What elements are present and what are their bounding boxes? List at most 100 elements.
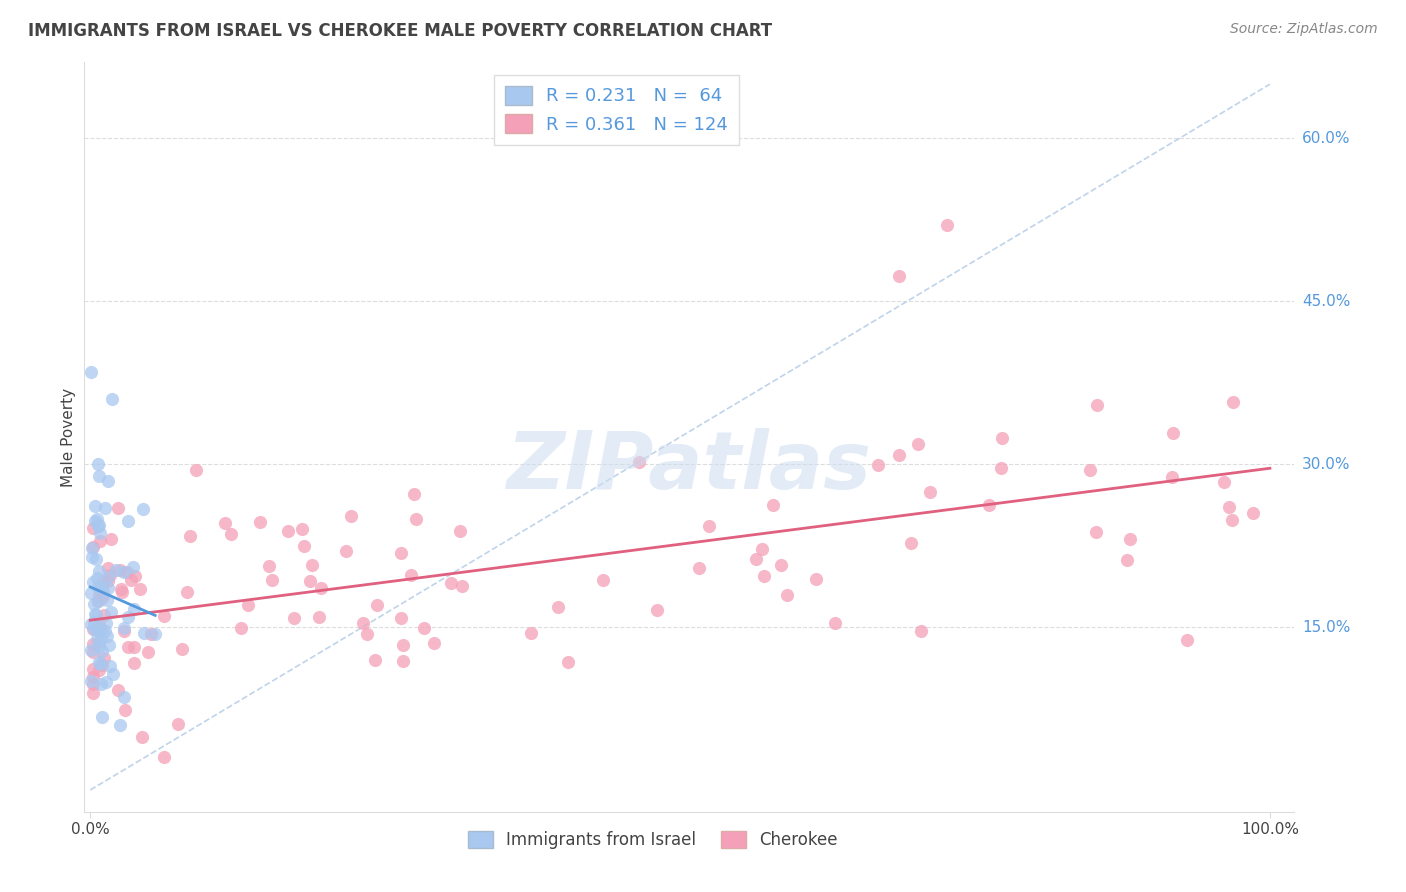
- Point: [806, 572, 828, 586]
- Point: [122, 656, 145, 670]
- Point: [301, 558, 323, 572]
- Point: [298, 574, 321, 588]
- Point: [90, 710, 112, 724]
- Point: [97, 570, 120, 584]
- Point: [98, 659, 121, 673]
- Point: [86, 571, 108, 585]
- Point: [105, 563, 128, 577]
- Point: [91, 584, 114, 599]
- Point: [87, 468, 110, 483]
- Point: [1116, 553, 1139, 567]
- Point: [80, 642, 103, 657]
- Point: [308, 609, 330, 624]
- Point: [260, 573, 283, 587]
- Point: [94, 615, 117, 630]
- Point: [83, 598, 105, 612]
- Point: [84, 515, 107, 529]
- Point: [167, 717, 190, 731]
- Point: [117, 609, 139, 624]
- Point: [82, 550, 104, 565]
- Point: [97, 561, 120, 575]
- Point: [82, 670, 104, 684]
- Point: [745, 552, 768, 566]
- Point: [93, 574, 115, 589]
- Point: [82, 541, 104, 555]
- Point: [136, 645, 159, 659]
- Point: [117, 514, 139, 528]
- Point: [752, 569, 775, 583]
- Point: [96, 630, 118, 644]
- Point: [392, 638, 415, 652]
- Point: [96, 593, 118, 607]
- Point: [249, 515, 271, 529]
- Point: [887, 268, 910, 283]
- Point: [86, 593, 108, 607]
- Point: [936, 219, 959, 233]
- Point: [87, 656, 110, 670]
- Point: [291, 522, 314, 536]
- Legend: Immigrants from Israel, Cherokee: Immigrants from Israel, Cherokee: [461, 824, 845, 855]
- Point: [87, 588, 110, 602]
- Point: [83, 615, 105, 630]
- Y-axis label: Male Poverty: Male Poverty: [60, 387, 76, 487]
- Point: [86, 632, 108, 646]
- Text: 45.0%: 45.0%: [1302, 293, 1350, 309]
- Point: [131, 730, 153, 744]
- Point: [115, 566, 138, 580]
- Point: [229, 621, 252, 635]
- Point: [1161, 425, 1184, 440]
- Point: [89, 526, 111, 541]
- Point: [80, 365, 103, 379]
- Point: [990, 432, 1012, 446]
- Point: [277, 524, 299, 538]
- Point: [153, 608, 176, 623]
- Text: 15.0%: 15.0%: [1302, 620, 1350, 634]
- Point: [94, 624, 117, 639]
- Point: [84, 608, 107, 623]
- Point: [179, 529, 201, 543]
- Point: [108, 717, 131, 731]
- Point: [762, 498, 785, 512]
- Point: [83, 607, 105, 622]
- Point: [866, 458, 889, 472]
- Point: [87, 457, 110, 471]
- Point: [335, 544, 357, 558]
- Point: [770, 558, 793, 573]
- Point: [645, 603, 668, 617]
- Point: [120, 574, 142, 588]
- Point: [96, 675, 118, 690]
- Point: [90, 622, 112, 636]
- Text: IMMIGRANTS FROM ISRAEL VS CHEROKEE MALE POVERTY CORRELATION CHART: IMMIGRANTS FROM ISRAEL VS CHEROKEE MALE …: [28, 22, 772, 40]
- Point: [889, 448, 911, 462]
- Point: [751, 541, 773, 556]
- Point: [124, 640, 146, 654]
- Point: [283, 611, 305, 625]
- Point: [112, 690, 135, 704]
- Point: [87, 594, 110, 608]
- Point: [405, 512, 427, 526]
- Point: [176, 584, 198, 599]
- Point: [697, 519, 720, 533]
- Point: [219, 527, 242, 541]
- Point: [143, 626, 166, 640]
- Point: [90, 677, 112, 691]
- Point: [86, 552, 108, 566]
- Point: [292, 540, 315, 554]
- Point: [519, 625, 541, 640]
- Point: [557, 655, 579, 669]
- Point: [89, 564, 111, 578]
- Point: [1175, 633, 1198, 648]
- Point: [1118, 532, 1140, 546]
- Point: [91, 588, 114, 602]
- Point: [90, 631, 112, 645]
- Point: [93, 651, 115, 665]
- Point: [97, 574, 120, 589]
- Point: [1160, 470, 1182, 484]
- Point: [440, 575, 463, 590]
- Point: [186, 463, 208, 477]
- Point: [98, 568, 121, 582]
- Point: [114, 703, 136, 717]
- Point: [82, 637, 104, 651]
- Point: [214, 516, 236, 530]
- Point: [90, 658, 112, 673]
